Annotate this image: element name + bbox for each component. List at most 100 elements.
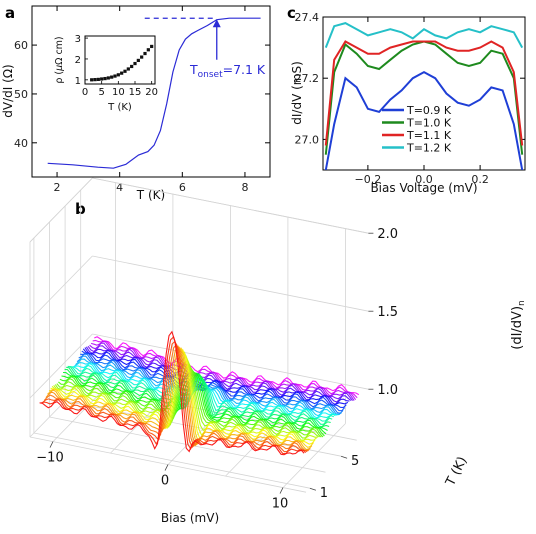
inset-frame (84, 35, 156, 85)
panel-a-xtick-label: 2 (54, 181, 61, 194)
panel-c-xtick-label: 0.0 (415, 173, 433, 186)
floor-grid-line (282, 423, 346, 488)
temperature-spectrum-line (67, 365, 333, 425)
inset-xtick-label: 15 (129, 87, 142, 98)
legend-label: T=1.1 K (406, 129, 452, 142)
inset-data-point (150, 44, 154, 49)
inset-data-point (143, 51, 147, 56)
side-wall-grid-line (29, 333, 93, 399)
panel-a-ytick-label: 50 (14, 88, 28, 101)
temperature-spectrum-line (61, 372, 327, 435)
panel-c-ytick-label: 27.2 (295, 72, 320, 85)
onset-arrow-head (212, 19, 221, 28)
panel-a-ytick-label: 40 (14, 137, 28, 150)
inset-data-point (120, 71, 124, 75)
panel-a-ylabel: dV/dI (Ω) (1, 64, 15, 117)
side-wall-edge (29, 177, 93, 243)
panel-b-xlabel: Bias (mV) (161, 511, 219, 525)
inset-xtick-label: 5 (98, 87, 104, 98)
inset-data-point (146, 48, 150, 52)
panel-a-xtick-label: 6 (179, 181, 186, 194)
temperature-spectrum-line (94, 336, 360, 396)
inset-data-point (133, 61, 137, 66)
temperature-spectrum-line (84, 347, 350, 405)
series-line (324, 40, 524, 146)
floor-grid-line (167, 400, 231, 465)
onset-annotation: Tonset=7.1 K (189, 62, 266, 80)
inset-resistivity-chart: 0 5 10 15 20 1 2 3 T (K) ρ (μΩ cm) (54, 34, 158, 113)
bias-tick-mark (49, 441, 54, 448)
panel-c-xtick-label: 0.2 (471, 173, 489, 186)
back-wall-grid-line (92, 255, 369, 312)
panel-label-a: a (5, 4, 16, 22)
floor-grid-line (33, 432, 310, 489)
legend-label: T=1.0 K (406, 117, 452, 130)
side-wall-grid-line (29, 255, 93, 321)
inset-ytick-label: 3 (75, 34, 81, 45)
panel-a-ytick-label: 60 (14, 39, 28, 52)
inset-data-point (126, 67, 130, 71)
panel-b-ylabel: (dI/dV)n (510, 300, 527, 349)
panel-c-ytick-label: 27.0 (295, 133, 320, 146)
inset-data-point (96, 77, 100, 82)
dIdV-tick-label: 1.0 (377, 383, 398, 398)
temperature-spectrum-line (80, 352, 346, 412)
panel-c-xlabel: Bias Voltage (mV) (370, 181, 477, 195)
temperature-spectrum-line (39, 330, 305, 456)
inset-data-point (106, 76, 110, 80)
back-wall-grid-line (92, 333, 369, 390)
inset-data-point (140, 55, 144, 59)
panel-a-frame (31, 5, 271, 178)
floor-edge (29, 372, 93, 438)
inset-data-point (110, 75, 114, 79)
panel-a-xtick-label: 4 (116, 181, 123, 194)
inset-data-point (136, 58, 140, 63)
dIdV-tick-label: 2.0 (377, 227, 398, 242)
panel-b-tlabel: T (K) (443, 454, 471, 489)
series-line (324, 22, 524, 49)
bias-tick-mark (164, 464, 169, 471)
panel-b-chart: −10 0 10 1 5 1.0 1.5 2.0 Bias (mV) (dI/dV)n T (… (29, 177, 527, 525)
legend-label: T=0.9 K (406, 104, 452, 117)
panel-a-xtick-label: 8 (241, 181, 248, 194)
inset-ytick-label: 1 (75, 76, 81, 87)
temperature-spectrum-line (62, 371, 328, 431)
inset-xtick-label: 0 (82, 87, 88, 98)
panel-c-chart: −0.2 0.0 0.227.027.227.4 T=0.9 KT=1.0 KT=1… (290, 11, 526, 195)
inset-data-point (90, 78, 94, 82)
legend-label: T=1.2 K (406, 142, 452, 155)
dIdV-tick-label: 1.5 (377, 305, 398, 320)
panel-c-xtick-label: −0.2 (355, 173, 382, 186)
bias-tick-label: 10 (272, 497, 289, 512)
inset-ytick-label: 2 (75, 55, 81, 66)
inset-data-point (116, 73, 120, 77)
panel-c-legend: T=0.9 KT=1.0 KT=1.1 KT=1.2 K (382, 104, 452, 155)
temperature-spectrum-line (82, 348, 349, 407)
panel-label-c: c (287, 4, 296, 22)
bias-tick-label: 0 (161, 474, 169, 489)
inset-data-point (103, 76, 107, 81)
bias-tick-label: −10 (36, 451, 63, 466)
resistance-curve (47, 17, 261, 169)
temperature-tick-mark (340, 455, 348, 459)
inset-xtick-label: 20 (145, 87, 158, 98)
temperature-tick-label: 5 (351, 454, 359, 469)
temperature-spectrum-line (81, 350, 347, 409)
panel-c-ylabel: dI/dV (mS) (290, 61, 304, 125)
inset-xlabel: T (K) (107, 102, 132, 113)
temperature-tick-mark (309, 487, 317, 491)
series-line (324, 70, 524, 170)
inset-ylabel: ρ (μΩ cm) (54, 36, 65, 83)
back-wall-edge (92, 177, 369, 234)
panel-a-xlabel: T (K) (136, 188, 165, 202)
inset-data-point (123, 69, 127, 73)
panel-c-ytick-label: 27.4 (295, 11, 320, 24)
inset-data-point (100, 77, 104, 81)
inset-data-point (93, 78, 97, 82)
inset-xtick-label: 10 (112, 87, 125, 98)
inset-data-point (113, 74, 117, 78)
bias-tick-mark (279, 487, 284, 494)
inset-data-point (130, 64, 134, 69)
